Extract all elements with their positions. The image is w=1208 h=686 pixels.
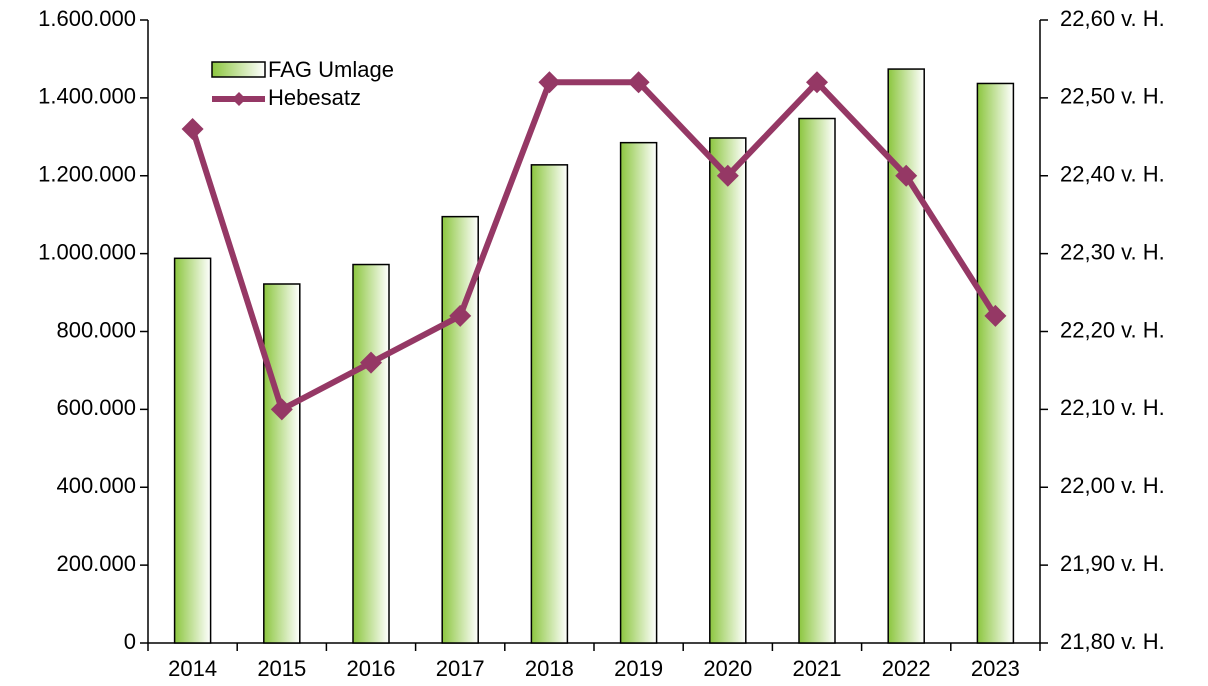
bar <box>709 137 747 644</box>
legend-label: FAG Umlage <box>268 57 394 82</box>
line-marker <box>538 71 561 94</box>
legend-label: Hebesatz <box>268 85 361 110</box>
x-tick-label: 2018 <box>525 656 574 681</box>
y2-tick-label: 22,20 v. H. <box>1060 317 1165 342</box>
y2-tick-label: 22,40 v. H. <box>1060 162 1165 187</box>
y2-tick-label: 22,00 v. H. <box>1060 473 1165 498</box>
bar <box>976 82 1015 644</box>
line-marker <box>270 398 293 421</box>
x-tick-label: 2015 <box>257 656 306 681</box>
bar <box>263 283 301 644</box>
line-marker <box>181 118 204 141</box>
y-tick-label: 600.000 <box>56 395 136 420</box>
line-marker <box>895 164 918 187</box>
line-marker <box>449 304 472 327</box>
legend-marker <box>232 92 246 106</box>
y-tick-label: 1.000.000 <box>38 239 136 264</box>
y-tick-label: 800.000 <box>56 317 136 342</box>
legend-swatch <box>211 61 266 78</box>
y2-tick-label: 22,30 v. H. <box>1060 239 1165 264</box>
line-series <box>189 79 998 413</box>
line-marker <box>984 304 1007 327</box>
y2-tick-label: 22,60 v. H. <box>1060 6 1165 31</box>
bar <box>887 68 925 644</box>
y2-tick-label: 21,80 v. H. <box>1060 629 1165 654</box>
x-tick-label: 2019 <box>614 656 663 681</box>
x-tick-label: 2014 <box>168 656 217 681</box>
x-tick-label: 2016 <box>347 656 396 681</box>
y2-tick-label: 22,10 v. H. <box>1060 395 1165 420</box>
x-tick-label: 2021 <box>793 656 842 681</box>
line-marker <box>806 71 828 94</box>
y-tick-label: 1.600.000 <box>38 6 136 31</box>
y2-tick-label: 22,50 v. H. <box>1060 84 1165 109</box>
y-tick-label: 1.400.000 <box>38 84 136 109</box>
bar <box>352 263 390 644</box>
x-tick-label: 2020 <box>703 656 752 681</box>
line-marker <box>627 71 650 94</box>
bar <box>619 141 658 644</box>
bar <box>798 117 836 644</box>
y-tick-label: 0 <box>124 629 136 654</box>
y-tick-label: 400.000 <box>56 473 136 498</box>
line-marker <box>716 164 739 187</box>
bar <box>173 257 212 644</box>
x-tick-label: 2017 <box>436 656 485 681</box>
x-tick-label: 2023 <box>971 656 1020 681</box>
y2-tick-label: 21,90 v. H. <box>1060 551 1165 576</box>
bar <box>530 164 569 644</box>
y-tick-label: 200.000 <box>56 551 136 576</box>
y-tick-label: 1.200.000 <box>38 162 136 187</box>
x-tick-label: 2022 <box>882 656 931 681</box>
line-marker <box>360 351 382 374</box>
